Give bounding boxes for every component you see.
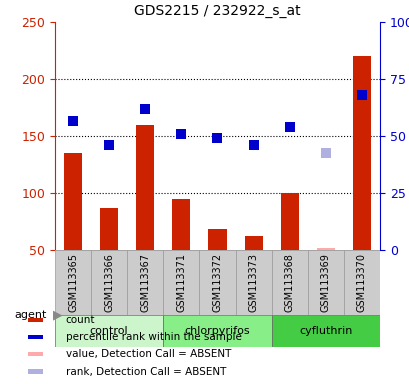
Text: chlorpyrifos: chlorpyrifos [184,326,250,336]
Bar [28,318,43,322]
Text: count: count [65,315,95,325]
Bar [199,250,235,315]
Text: cyfluthrin: cyfluthrin [299,326,352,336]
Bar [55,250,91,315]
Bar [208,230,226,250]
Bar [127,250,163,315]
Text: GSM113372: GSM113372 [212,253,222,312]
Text: GSM113365: GSM113365 [68,253,78,312]
Bar [163,315,271,347]
Bar [163,250,199,315]
Bar [28,352,43,356]
Text: GSM113373: GSM113373 [248,253,258,312]
Text: GSM113370: GSM113370 [356,253,366,312]
Title: GDS2215 / 232922_s_at: GDS2215 / 232922_s_at [134,4,300,18]
Text: GSM113366: GSM113366 [104,253,114,312]
Text: rank, Detection Call = ABSENT: rank, Detection Call = ABSENT [65,367,226,377]
Text: control: control [90,326,128,336]
Bar [28,369,43,374]
Text: agent: agent [14,310,47,320]
Text: GSM113368: GSM113368 [284,253,294,312]
Text: ▶: ▶ [53,308,63,321]
Text: percentile rank within the sample: percentile rank within the sample [65,332,241,342]
Bar [172,199,190,250]
Text: GSM113369: GSM113369 [320,253,330,312]
Bar [91,250,127,315]
Bar [271,315,379,347]
Bar [271,250,307,315]
Bar [100,208,118,250]
Bar [55,315,163,347]
Text: GSM113367: GSM113367 [140,253,150,312]
Text: value, Detection Call = ABSENT: value, Detection Call = ABSENT [65,349,231,359]
Bar [307,250,343,315]
Bar [343,250,379,315]
Bar [244,236,262,250]
Bar [136,124,154,250]
Bar [316,248,334,250]
Bar [280,193,298,250]
Bar [235,250,271,315]
Text: GSM113371: GSM113371 [176,253,186,312]
Bar [28,335,43,339]
Bar [64,153,82,250]
Bar [352,56,370,250]
